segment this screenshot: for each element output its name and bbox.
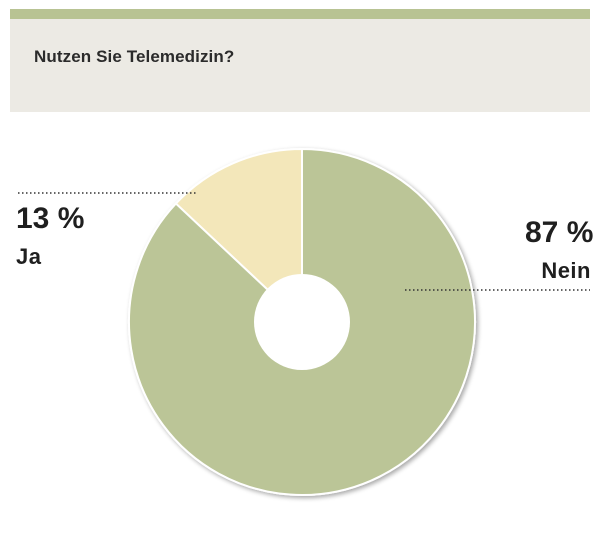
data-label-nein-name: Nein bbox=[541, 258, 591, 283]
data-label-nein-value: 87 % bbox=[525, 216, 594, 249]
pie-slice-ja bbox=[174, 147, 303, 325]
chart-title: Nutzen Sie Telemedizin? bbox=[34, 47, 235, 66]
donut-hole bbox=[254, 274, 350, 370]
data-label-ja-name: Ja bbox=[16, 244, 42, 269]
data-label-ja-value: 13 % bbox=[16, 202, 85, 235]
header-accent-bar bbox=[10, 9, 590, 19]
title-panel: Nutzen Sie Telemedizin? bbox=[10, 19, 590, 112]
